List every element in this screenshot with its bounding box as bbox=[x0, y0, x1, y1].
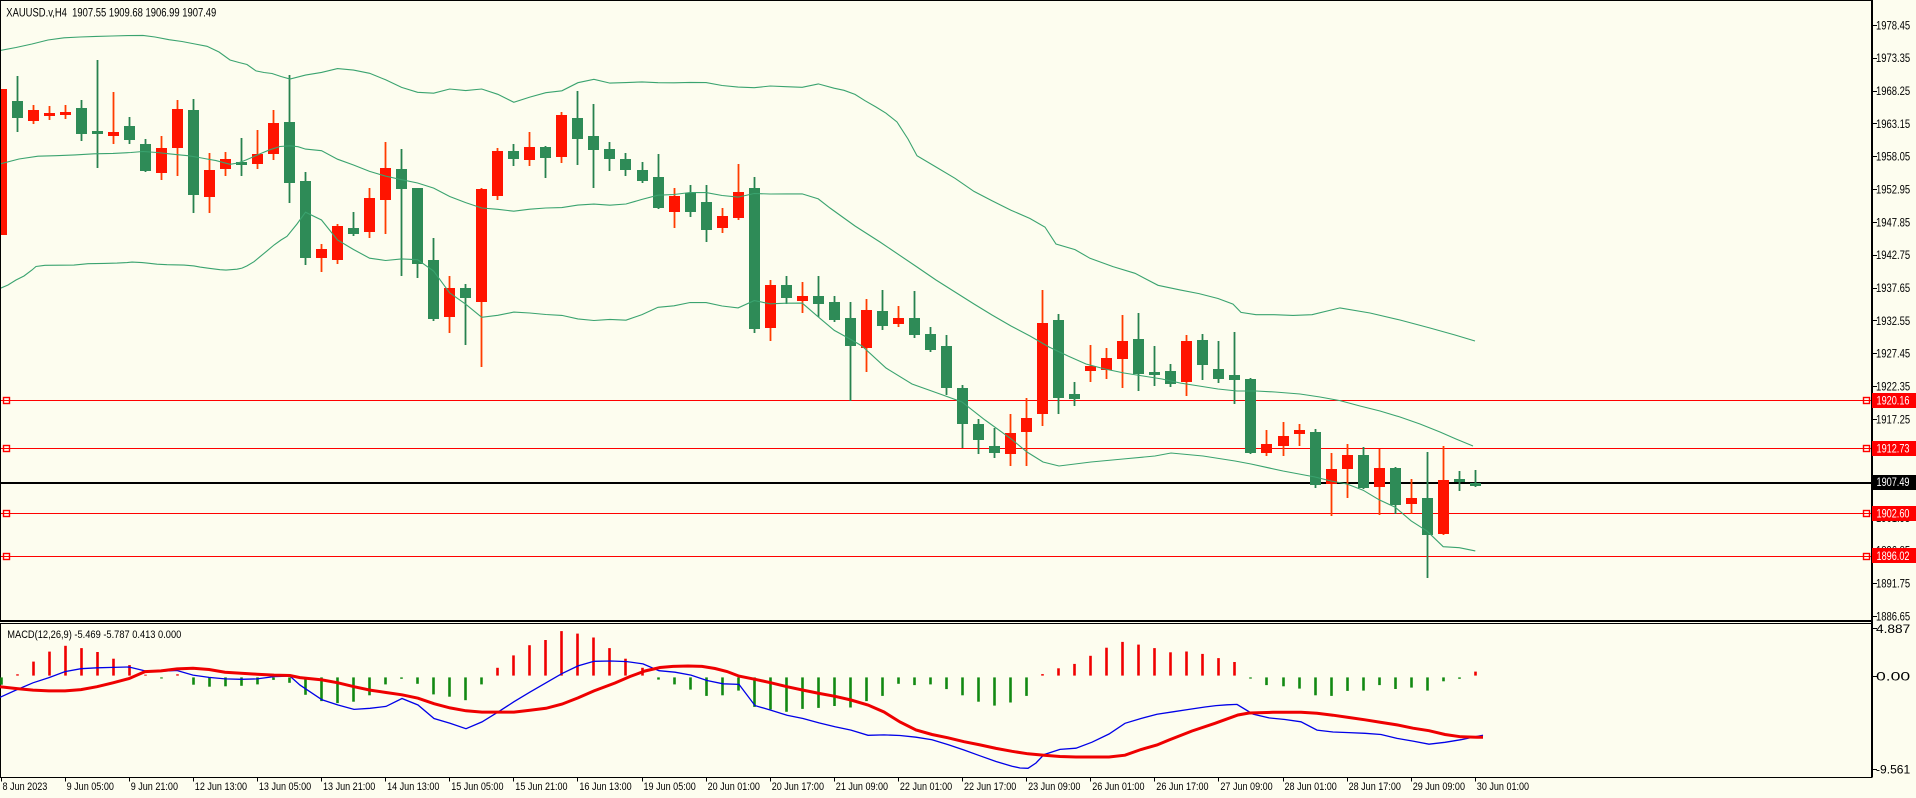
svg-text:1917.25: 1917.25 bbox=[1876, 414, 1910, 426]
svg-text:0.00: 0.00 bbox=[1876, 672, 1910, 684]
svg-text:4.887: 4.887 bbox=[1876, 624, 1910, 636]
svg-text:1932.55: 1932.55 bbox=[1876, 316, 1910, 328]
svg-text:-9.561: -9.561 bbox=[1876, 765, 1910, 777]
svg-text:22 Jun 17:00: 22 Jun 17:00 bbox=[964, 781, 1016, 793]
svg-text:1922.35: 1922.35 bbox=[1876, 382, 1910, 394]
svg-text:19 Jun 05:00: 19 Jun 05:00 bbox=[644, 781, 696, 793]
svg-text:12 Jun 13:00: 12 Jun 13:00 bbox=[195, 781, 247, 793]
svg-text:1978.45: 1978.45 bbox=[1876, 20, 1910, 32]
svg-text:1886.65: 1886.65 bbox=[1876, 611, 1910, 623]
svg-text:28 Jun 01:00: 28 Jun 01:00 bbox=[1285, 781, 1337, 793]
svg-text:1952.95: 1952.95 bbox=[1876, 185, 1910, 197]
svg-text:13 Jun 21:00: 13 Jun 21:00 bbox=[323, 781, 375, 793]
svg-text:XAUUSD.v,H4 1907.55 1909.68 1: XAUUSD.v,H4 1907.55 1909.68 1906.99 1907… bbox=[6, 8, 216, 20]
svg-text:1920.16: 1920.16 bbox=[1877, 396, 1910, 408]
svg-text:14 Jun 13:00: 14 Jun 13:00 bbox=[387, 781, 439, 793]
svg-text:30 Jun 01:00: 30 Jun 01:00 bbox=[1477, 781, 1529, 793]
svg-text:1947.85: 1947.85 bbox=[1876, 217, 1910, 229]
svg-text:13 Jun 05:00: 13 Jun 05:00 bbox=[259, 781, 311, 793]
svg-text:15 Jun 21:00: 15 Jun 21:00 bbox=[515, 781, 567, 793]
svg-text:1963.15: 1963.15 bbox=[1876, 119, 1910, 131]
svg-text:MACD(12,26,9) -5.469 -5.787 0.: MACD(12,26,9) -5.469 -5.787 0.413 0.000 bbox=[7, 629, 181, 641]
svg-text:15 Jun 05:00: 15 Jun 05:00 bbox=[451, 781, 503, 793]
svg-text:1896.02: 1896.02 bbox=[1877, 551, 1910, 563]
svg-text:26 Jun 01:00: 26 Jun 01:00 bbox=[1092, 781, 1144, 793]
svg-text:29 Jun 09:00: 29 Jun 09:00 bbox=[1413, 781, 1465, 793]
svg-text:1927.45: 1927.45 bbox=[1876, 349, 1910, 361]
svg-text:20 Jun 17:00: 20 Jun 17:00 bbox=[772, 781, 824, 793]
svg-text:21 Jun 09:00: 21 Jun 09:00 bbox=[836, 781, 888, 793]
svg-text:1937.65: 1937.65 bbox=[1876, 283, 1910, 295]
svg-text:1958.05: 1958.05 bbox=[1876, 152, 1910, 164]
svg-text:9 Jun 21:00: 9 Jun 21:00 bbox=[131, 781, 178, 793]
svg-text:26 Jun 17:00: 26 Jun 17:00 bbox=[1156, 781, 1208, 793]
svg-text:1973.35: 1973.35 bbox=[1876, 53, 1910, 65]
svg-text:1902.60: 1902.60 bbox=[1877, 509, 1910, 521]
svg-text:8 Jun 2023: 8 Jun 2023 bbox=[3, 781, 48, 793]
svg-text:1907.49: 1907.49 bbox=[1877, 477, 1910, 489]
svg-text:16 Jun 13:00: 16 Jun 13:00 bbox=[579, 781, 631, 793]
svg-text:22 Jun 01:00: 22 Jun 01:00 bbox=[900, 781, 952, 793]
svg-text:1891.75: 1891.75 bbox=[1876, 579, 1910, 591]
svg-text:28 Jun 17:00: 28 Jun 17:00 bbox=[1349, 781, 1401, 793]
svg-text:1912.73: 1912.73 bbox=[1877, 443, 1910, 455]
svg-text:27 Jun 09:00: 27 Jun 09:00 bbox=[1220, 781, 1272, 793]
svg-text:20 Jun 01:00: 20 Jun 01:00 bbox=[708, 781, 760, 793]
svg-text:9 Jun 05:00: 9 Jun 05:00 bbox=[67, 781, 114, 793]
svg-text:23 Jun 09:00: 23 Jun 09:00 bbox=[1028, 781, 1080, 793]
svg-text:1942.75: 1942.75 bbox=[1876, 250, 1910, 262]
svg-text:1968.25: 1968.25 bbox=[1876, 86, 1910, 98]
